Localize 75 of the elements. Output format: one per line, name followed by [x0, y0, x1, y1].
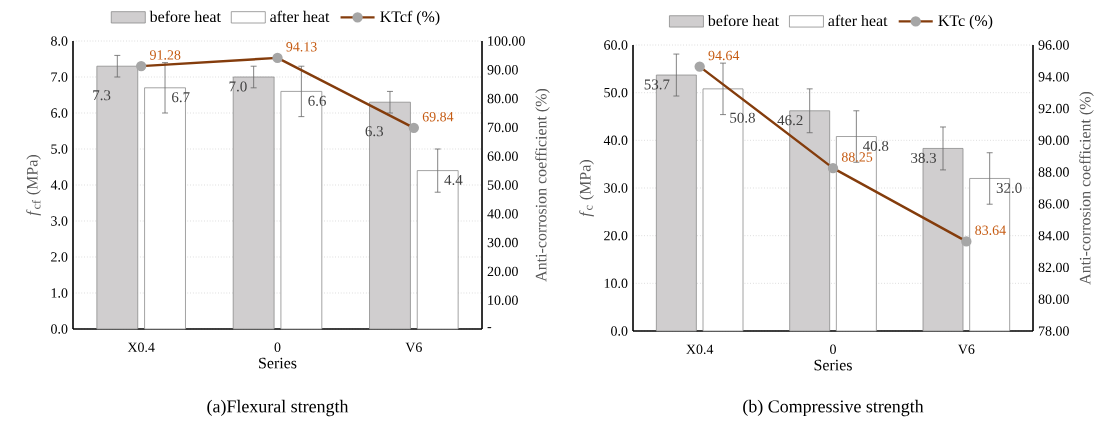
y-tick-label: 10.0 — [604, 278, 628, 289]
data-label: 7.0 — [229, 81, 247, 92]
y-tick-label: 2.0 — [51, 252, 68, 262]
y-tick-label: 4.0 — [50, 180, 68, 190]
y-tick-label: 5.0 — [51, 144, 68, 154]
y-tick-label: 30.0 — [604, 183, 628, 193]
y2-tick-label: 80.00 — [487, 93, 518, 104]
data-label: 6.6 — [308, 95, 326, 106]
x-tick-label: 0 — [274, 342, 281, 352]
text: (b) Compressive strength — [743, 399, 924, 417]
y2-tick-label: 94.00 — [1038, 72, 1069, 82]
y2-tick-label: 60.00 — [487, 151, 518, 161]
data-label: 94.13 — [286, 42, 317, 52]
y2-tick-label: 70.00 — [487, 122, 518, 133]
y2-tick-label: 92.00 — [1038, 103, 1069, 114]
legend-label: KTc (%) — [938, 14, 993, 30]
x-tick-label: V6 — [957, 344, 975, 354]
y2-tick-label: 78.00 — [1038, 326, 1069, 336]
y-axis-title: f$_{cf}$ (MPa) — [26, 155, 41, 216]
text: (a)Flexural strength — [207, 399, 349, 417]
y-tick-label: 8.0 — [51, 36, 68, 46]
legend-label: KTcf (%) — [380, 10, 440, 26]
y2-tick-label: 96.00 — [1038, 40, 1069, 50]
y-tick-label: 50.0 — [604, 87, 628, 98]
y-tick-label: 40.0 — [603, 135, 628, 146]
y2-tick-label: 50.00 — [487, 180, 518, 190]
x-tick-label: V6 — [405, 342, 422, 352]
y-tick-label: 0.0 — [51, 324, 68, 334]
y2-tick-label: 100.00 — [488, 36, 525, 46]
data-label: 50.8 — [730, 112, 755, 123]
y2-tick-label: 86.00 — [1038, 199, 1069, 209]
data-label: 40.8 — [863, 140, 889, 152]
y-tick-label: 6.0 — [51, 108, 68, 118]
y2-tick-label: 80.00 — [1038, 294, 1069, 304]
y2-tick-label: 40.00 — [487, 209, 518, 219]
y2-axis-title: Anti-corrosion coefficient (%) — [1079, 91, 1094, 285]
data-label: 32.0 — [996, 182, 1022, 194]
y-tick-label: 60.0 — [604, 40, 628, 50]
x-axis-title: Series — [259, 357, 297, 369]
data-label: 6.3 — [365, 126, 384, 137]
x-tick-label: 0 — [830, 344, 836, 354]
legend-label: before heat — [707, 14, 779, 27]
y2-tick-label: 82.00 — [1038, 262, 1069, 273]
data-label: 88.25 — [841, 152, 873, 162]
legend-label: before heat — [149, 10, 221, 23]
data-label: 69.84 — [422, 112, 454, 122]
legend-label: after heat — [270, 10, 330, 23]
y2-tick-label: 30.00 — [487, 237, 518, 248]
y-tick-label: 7.0 — [51, 72, 68, 82]
data-label: 91.28 — [149, 50, 181, 60]
y2-tick-label: 10.00 — [488, 295, 518, 305]
data-label: 46.2 — [777, 115, 803, 126]
y2-tick-label: 88.00 — [1038, 167, 1069, 177]
data-label: 94.64 — [708, 50, 740, 61]
y2-tick-label: 20.00 — [487, 266, 518, 277]
y2-tick-label: 84.00 — [1038, 230, 1069, 241]
x-tick-label: X0.4 — [127, 342, 155, 353]
data-label: 4.4 — [444, 174, 463, 186]
data-label: 6.7 — [172, 92, 190, 103]
x-tick-label: X0.4 — [686, 344, 714, 355]
y2-tick-label: 90.00 — [487, 65, 518, 75]
data-label: 83.64 — [975, 225, 1006, 235]
data-label: 7.3 — [93, 90, 111, 101]
data-label: 38.3 — [911, 152, 937, 163]
data-label: 53.7 — [644, 79, 670, 90]
y-axis-title: f$_{c}$ (MPa) — [579, 160, 594, 217]
y2-tick-label: - — [487, 327, 492, 329]
x-axis-title: Series — [814, 359, 852, 371]
y2-axis-title: Anti-corrosion coefficient (%) — [535, 88, 550, 282]
y-tick-label: 1.0 — [51, 288, 68, 298]
legend-label: after heat — [828, 14, 888, 27]
y-tick-label: 3.0 — [51, 216, 68, 226]
y2-tick-label: 90.00 — [1038, 135, 1069, 146]
y-tick-label: 0.0 — [611, 326, 628, 336]
y-tick-label: 20.0 — [604, 230, 628, 241]
